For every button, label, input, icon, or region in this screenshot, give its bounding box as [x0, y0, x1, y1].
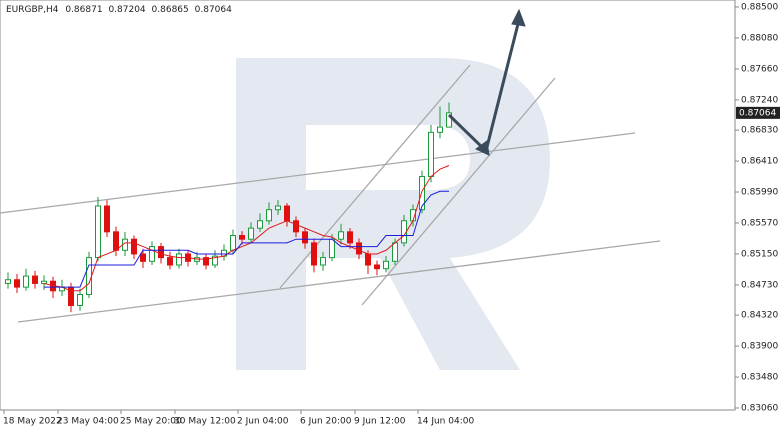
candle-body — [428, 131, 434, 178]
y-tick-label: 0.87240 — [741, 95, 778, 105]
y-tick-label: 0.86410 — [741, 157, 778, 167]
candle-body — [14, 279, 20, 288]
indicator-line — [43, 165, 450, 292]
y-tick-label: 0.83060 — [741, 404, 778, 414]
candle-body — [302, 231, 308, 244]
candle-body — [149, 246, 155, 262]
candle-body — [257, 220, 263, 229]
candle-body — [41, 280, 47, 284]
candle-body — [212, 255, 218, 266]
y-tick-label: 0.83900 — [741, 342, 778, 352]
y-tick-label: 0.84730 — [741, 280, 778, 290]
indicator-line — [44, 190, 449, 288]
arrow-head — [511, 8, 526, 27]
candle-body — [140, 253, 146, 262]
symbol: EURGBP,H4 — [6, 5, 59, 15]
candle-body — [320, 257, 326, 266]
ohlc-open: 0.86871 — [65, 5, 102, 15]
candle-body — [23, 275, 29, 288]
x-tick-label: 30 May 12:00 — [174, 417, 236, 427]
x-tick-label: 9 Jun 12:00 — [354, 417, 406, 427]
candle-body — [338, 231, 344, 240]
candle-body — [131, 238, 137, 255]
candle-body — [419, 176, 425, 211]
y-tick-label: 0.87660 — [741, 64, 778, 74]
arrow-head — [475, 140, 490, 156]
candle-body — [113, 231, 119, 251]
y-tick-label: 0.85150 — [741, 249, 778, 259]
candle-body — [176, 253, 182, 266]
candle-body — [347, 231, 353, 244]
candle-body — [158, 246, 164, 259]
ohlc-high: 0.87204 — [108, 5, 145, 15]
candle-body — [284, 205, 290, 222]
y-tick-label: 0.86830 — [741, 126, 778, 136]
candle-body — [203, 257, 209, 266]
forecast-arrows — [447, 8, 526, 156]
x-tick-label: 14 Jun 04:00 — [417, 417, 474, 427]
x-tick-label: 25 May 20:00 — [120, 417, 182, 427]
candle-body — [446, 112, 452, 128]
trend-line — [0, 132, 636, 214]
ohlc-low: 0.86865 — [152, 5, 189, 15]
candle-body — [374, 264, 380, 270]
x-tick-label: 18 May 2022 — [3, 417, 62, 427]
x-tick-label: 6 Jun 20:00 — [300, 417, 352, 427]
y-tick-label: 0.88500 — [741, 3, 778, 13]
price-tag — [736, 106, 780, 119]
x-tick-label: 23 May 04:00 — [57, 417, 119, 427]
trend-line — [17, 240, 661, 323]
candle-body — [95, 205, 101, 259]
candle-body — [293, 220, 299, 233]
candle-body — [86, 257, 92, 295]
y-tick-label: 0.88080 — [741, 33, 778, 43]
candle-body — [104, 205, 110, 233]
candle-body — [5, 279, 11, 284]
candle-body — [230, 235, 236, 251]
candle-body — [248, 227, 254, 240]
header: EURGBP,H4 0.86871 0.87204 0.86865 0.8706… — [6, 5, 232, 15]
trend-lines — [0, 64, 661, 323]
trend-line — [361, 77, 556, 306]
candle-body — [356, 242, 362, 255]
candle-body — [266, 209, 272, 222]
y-tick-label: 0.84320 — [741, 311, 778, 321]
ohlc-close: 0.87064 — [195, 5, 232, 15]
candle-body — [239, 235, 245, 240]
candle-body — [437, 126, 443, 133]
candle-body — [77, 293, 83, 307]
x-tick-label: 2 Jun 04:00 — [237, 417, 289, 427]
y-tick-label: 0.83480 — [741, 373, 778, 383]
y-tick-label: 0.85570 — [741, 218, 778, 228]
candle-body — [329, 238, 335, 259]
price-tag-label: 0.87064 — [739, 108, 776, 118]
candle-body — [311, 242, 317, 266]
candle-body — [365, 253, 371, 266]
candle-body — [32, 275, 38, 284]
y-tick-label: 0.85990 — [741, 188, 778, 198]
candle-body — [275, 205, 281, 211]
candle-body — [392, 242, 398, 262]
candle-body — [383, 260, 389, 270]
candle-body — [167, 257, 173, 266]
